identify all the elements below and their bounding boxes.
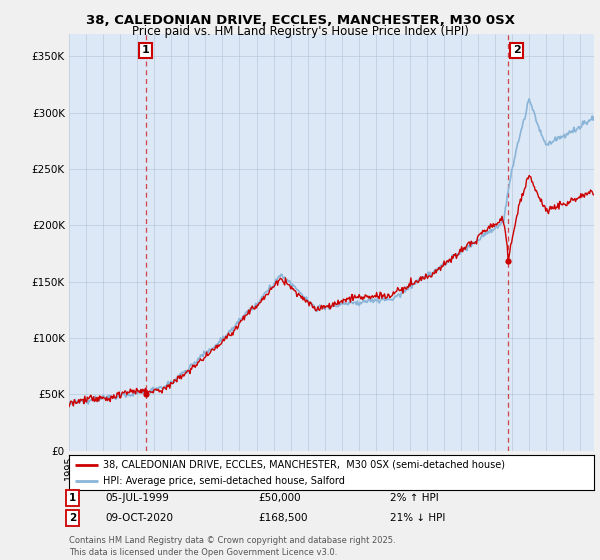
Text: 05-JUL-1999: 05-JUL-1999 xyxy=(105,493,169,503)
Text: 09-OCT-2020: 09-OCT-2020 xyxy=(105,513,173,523)
Text: 2: 2 xyxy=(69,513,76,523)
Text: 1: 1 xyxy=(142,45,149,55)
Text: £50,000: £50,000 xyxy=(258,493,301,503)
Text: 2% ↑ HPI: 2% ↑ HPI xyxy=(390,493,439,503)
Text: 38, CALEDONIAN DRIVE, ECCLES, MANCHESTER, M30 0SX: 38, CALEDONIAN DRIVE, ECCLES, MANCHESTER… xyxy=(86,14,515,27)
Text: HPI: Average price, semi-detached house, Salford: HPI: Average price, semi-detached house,… xyxy=(103,477,345,486)
Text: 2: 2 xyxy=(513,45,521,55)
Text: 38, CALEDONIAN DRIVE, ECCLES, MANCHESTER,  M30 0SX (semi-detached house): 38, CALEDONIAN DRIVE, ECCLES, MANCHESTER… xyxy=(103,460,505,470)
Text: Contains HM Land Registry data © Crown copyright and database right 2025.
This d: Contains HM Land Registry data © Crown c… xyxy=(69,536,395,557)
Text: £168,500: £168,500 xyxy=(258,513,308,523)
Text: 1: 1 xyxy=(69,493,76,503)
Text: 21% ↓ HPI: 21% ↓ HPI xyxy=(390,513,445,523)
Text: Price paid vs. HM Land Registry's House Price Index (HPI): Price paid vs. HM Land Registry's House … xyxy=(131,25,469,38)
